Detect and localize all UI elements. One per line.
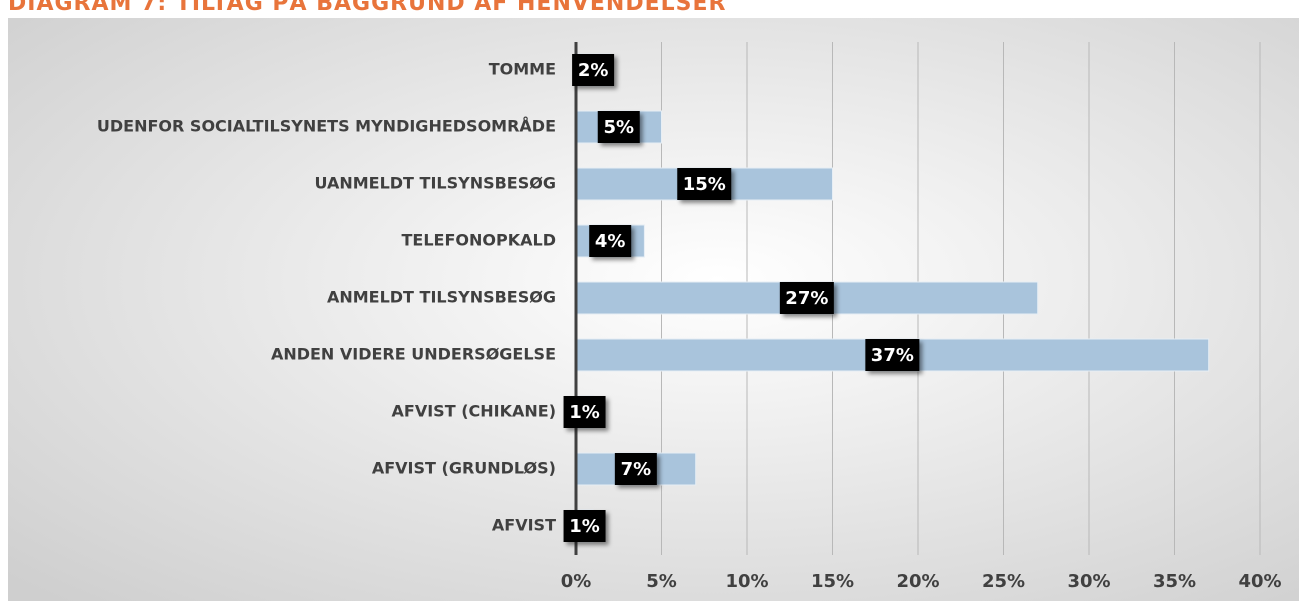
data-label: 2% bbox=[578, 60, 609, 81]
category-label: ANDEN VIDERE UNDERSØGELSE bbox=[271, 345, 556, 364]
data-label: 5% bbox=[603, 117, 634, 138]
category-label: TOMME bbox=[489, 60, 556, 79]
category-label: TELEFONOPKALD bbox=[402, 231, 556, 250]
data-label: 1% bbox=[569, 402, 600, 423]
data-label-box bbox=[865, 339, 920, 371]
data-label-box bbox=[563, 510, 606, 542]
x-tick-label: 20% bbox=[896, 571, 939, 592]
data-label: 7% bbox=[621, 459, 652, 480]
data-label: 15% bbox=[683, 174, 726, 195]
data-label: 1% bbox=[569, 516, 600, 537]
data-label-box bbox=[572, 54, 615, 86]
data-label-box bbox=[614, 453, 657, 485]
data-label-box bbox=[563, 396, 606, 428]
x-tick-label: 5% bbox=[646, 571, 677, 592]
category-label: UANMELDT TILSYNSBESØG bbox=[314, 174, 556, 193]
x-tick-label: 30% bbox=[1067, 571, 1110, 592]
chart-title: DIAGRAM 7: TILTAG PÅ BAGGRUND AF HENVEND… bbox=[8, 0, 726, 16]
x-tick-label: 0% bbox=[561, 571, 592, 592]
x-tick-label: 35% bbox=[1153, 571, 1196, 592]
data-label-box bbox=[589, 225, 632, 257]
data-label: 27% bbox=[785, 288, 828, 309]
data-label-box bbox=[677, 168, 732, 200]
data-label-box bbox=[779, 282, 834, 314]
category-label: UDENFOR SOCIALTILSYNETS MYNDIGHEDSOMRÅDE bbox=[97, 117, 556, 136]
category-label: ANMELDT TILSYNSBESØG bbox=[327, 288, 556, 307]
x-tick-label: 25% bbox=[982, 571, 1025, 592]
category-label: AFVIST bbox=[492, 516, 556, 535]
x-tick-label: 40% bbox=[1238, 571, 1281, 592]
x-tick-label: 10% bbox=[725, 571, 768, 592]
category-label: AFVIST (CHIKANE) bbox=[392, 402, 556, 421]
data-label-box bbox=[597, 111, 640, 143]
data-label: 37% bbox=[871, 345, 914, 366]
data-label: 4% bbox=[595, 231, 626, 252]
category-label: AFVIST (GRUNDLØS) bbox=[372, 459, 556, 478]
x-tick-label: 15% bbox=[811, 571, 854, 592]
